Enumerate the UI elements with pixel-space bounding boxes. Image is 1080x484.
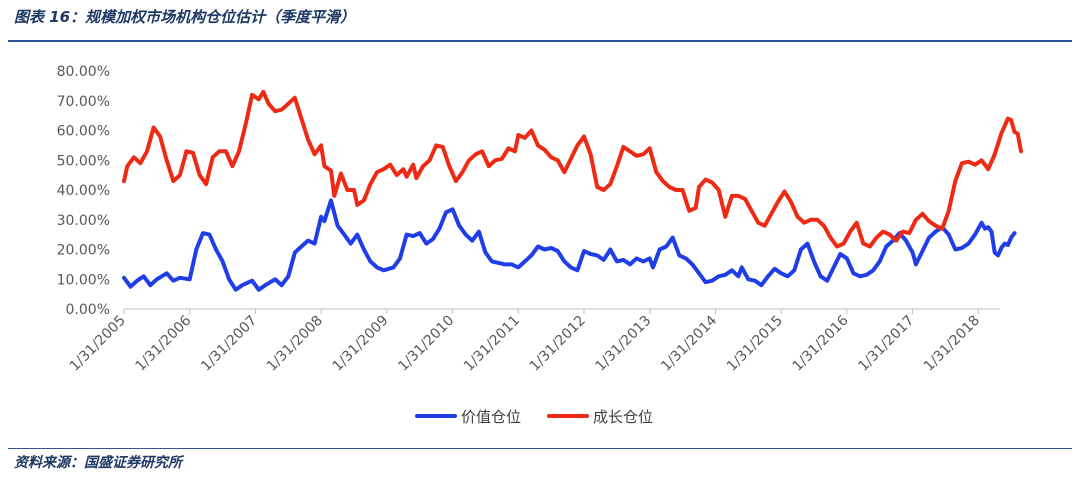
legend-label: 价值仓位 (461, 408, 521, 426)
y-tick-label: 40.00% (57, 183, 110, 199)
x-tick-label: 1/31/2008 (264, 313, 326, 375)
title-rule (8, 40, 1072, 42)
x-tick-label: 1/31/2015 (724, 313, 786, 375)
figure-title: 图表 16：规模加权市场机构仓位估计（季度平滑） (14, 8, 356, 26)
x-tick-label: 1/31/2012 (527, 313, 589, 375)
source-note: 资料来源：国盛证券研究所 (14, 455, 182, 471)
y-tick-label: 80.00% (57, 64, 110, 80)
x-tick-label: 1/31/2010 (395, 313, 457, 375)
y-tick-label: 30.00% (57, 213, 110, 229)
x-tick-label: 1/31/2007 (198, 313, 260, 375)
legend: 价值仓位 成长仓位 (415, 408, 653, 426)
x-tick-label: 1/31/2011 (461, 313, 523, 375)
y-tick-label: 60.00% (57, 124, 110, 140)
y-tick-label: 0.00% (66, 302, 110, 318)
legend-label: 成长仓位 (593, 408, 653, 426)
y-tick-label: 70.00% (57, 94, 110, 110)
series-line-value (122, 198, 1017, 292)
line-chart: 80.00% 70.00% 60.00% 50.00% 40.00% 30.00% 20.0… (57, 64, 1023, 426)
x-tick-label: 1/31/2009 (330, 313, 392, 375)
x-tick-label: 1/31/2005 (67, 313, 129, 375)
y-tick-label: 20.00% (57, 243, 110, 259)
x-axis: 1/31/2005 1/31/2006 1/31/2007 1/31/2008 1/31… (67, 308, 1000, 375)
y-axis: 80.00% 70.00% 60.00% 50.00% 40.00% 30.00% 20.0… (57, 64, 110, 318)
series-layer (122, 89, 1023, 292)
x-tick-label: 1/31/2018 (921, 313, 983, 375)
series-line-growth (122, 89, 1023, 249)
x-tick-label: 1/31/2013 (592, 313, 654, 375)
x-tick-label: 1/31/2017 (855, 313, 917, 375)
x-tick-label: 1/31/2014 (658, 312, 720, 374)
x-tick-label: 1/31/2016 (790, 312, 852, 374)
x-tick-label: 1/31/2006 (132, 312, 194, 374)
y-tick-label: 10.00% (57, 272, 110, 288)
y-tick-label: 50.00% (57, 153, 110, 169)
source-rule (8, 448, 1072, 449)
